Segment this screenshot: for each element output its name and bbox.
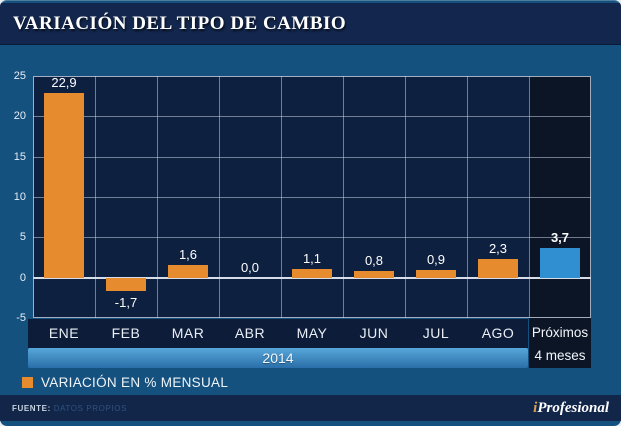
forecast-column-background (529, 76, 591, 368)
brand-logo-i: i (533, 399, 538, 416)
x-axis-label: ABR (234, 325, 266, 341)
y-axis-tick-label: 25 (13, 70, 26, 82)
legend-label: VARIACIÓN EN % MENSUAL (41, 375, 229, 390)
gridline-horizontal (33, 197, 591, 198)
forecast-label-line2: 4 meses (534, 348, 586, 363)
plot-border (33, 76, 591, 318)
x-axis-label: ENE (48, 325, 80, 341)
x-axis-label: MAR (171, 325, 205, 341)
header: VARIACIÓN DEL TIPO DE CAMBIO (0, 3, 621, 45)
bar (416, 270, 456, 278)
page-title: VARIACIÓN DEL TIPO DE CAMBIO (13, 13, 347, 34)
bar-value-label: 3,7 (550, 229, 570, 245)
bar-value-label: 1,6 (178, 246, 198, 262)
y-axis-tick-label: 10 (13, 191, 26, 203)
bar-chart: 25 20 15 10 5 0 -5 22,9 -1,7 1,6 0,0 1,1 0,8 0,9 2,3 3,… (0, 45, 621, 395)
y-axis-tick-label: 15 (13, 150, 26, 163)
gridline-horizontal (33, 237, 591, 239)
legend-swatch-icon (22, 377, 33, 388)
brand-logo-rest: Profesional (537, 399, 609, 416)
y-axis-tick-label: 5 (19, 231, 26, 244)
forecast-label-line1: Próximos (531, 325, 589, 340)
x-axis-label: JUL (422, 325, 450, 341)
gridline-horizontal (33, 156, 591, 158)
bar-value-label: 1,1 (302, 250, 322, 266)
source-note: FUENTE: DATOS PROPIOS (12, 404, 127, 413)
bar-value-label: 0,8 (364, 253, 384, 269)
source-label: FUENTE: (12, 403, 51, 413)
bar (478, 259, 518, 278)
brand-logo: iProfesional (533, 400, 609, 417)
x-axis-strip (28, 319, 528, 348)
x-axis-label: AGO (481, 325, 515, 341)
bar-value-label: -1,7 (114, 295, 138, 311)
gridline-horizontal (33, 116, 591, 118)
y-axis-tick-label: -5 (16, 312, 26, 324)
bar-value-label: 2,3 (488, 241, 508, 257)
bar (44, 92, 84, 278)
bar-value-label: 0,0 (240, 259, 260, 275)
y-axis-tick-label: 0 (19, 271, 26, 284)
forecast-bar (540, 247, 580, 278)
y-axis-tick-label: 20 (13, 110, 26, 123)
bar (168, 264, 208, 278)
bar (354, 271, 394, 278)
year-band: 2014 (28, 348, 528, 368)
bar-value-label: 0,9 (426, 252, 446, 268)
x-axis-label: JUN (359, 325, 389, 341)
x-axis-label: FEB (111, 325, 141, 341)
bar (106, 277, 146, 292)
x-axis-label: MAY (296, 325, 328, 341)
bar (292, 268, 332, 278)
footer: FUENTE: DATOS PROPIOS iProfesional (0, 395, 621, 421)
zero-axis-line (33, 276, 591, 279)
forecast-category-label: Próximos 4 meses (529, 318, 591, 368)
legend: VARIACIÓN EN % MENSUAL (22, 375, 228, 390)
bar-value-label: 22,9 (51, 74, 77, 90)
source-value: DATOS PROPIOS (53, 403, 127, 413)
